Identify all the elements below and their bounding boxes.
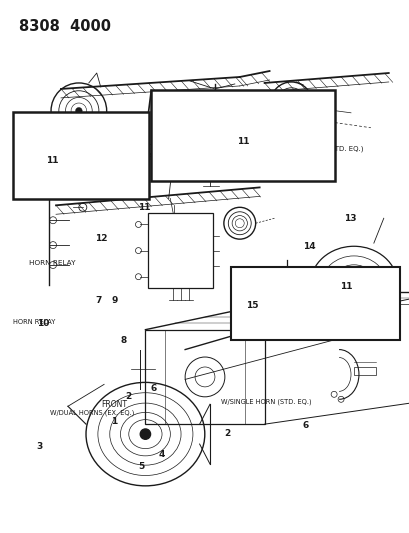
- Text: FRONT: FRONT: [148, 152, 174, 161]
- Text: W/DUAL HORNS (EX. EQ.): W/DUAL HORNS (EX. EQ.): [50, 409, 134, 416]
- Text: 4: 4: [158, 450, 164, 459]
- Text: FRONT: FRONT: [101, 400, 127, 409]
- Text: 11: 11: [236, 138, 249, 147]
- Text: 3: 3: [36, 442, 42, 451]
- Circle shape: [288, 100, 293, 106]
- Text: 9: 9: [111, 296, 117, 305]
- Text: 2: 2: [125, 392, 132, 401]
- Text: 6: 6: [302, 421, 308, 430]
- Bar: [13, 112, 148, 199]
- Circle shape: [212, 149, 216, 153]
- Text: 1: 1: [111, 417, 117, 426]
- Bar: [353, 367, 375, 375]
- Bar: [151, 91, 335, 181]
- Circle shape: [75, 108, 82, 114]
- Text: 11: 11: [339, 281, 352, 290]
- Text: 13: 13: [344, 214, 356, 223]
- Circle shape: [140, 429, 150, 439]
- Text: 14: 14: [302, 242, 315, 251]
- Text: 11: 11: [46, 156, 58, 165]
- Text: W/SINGLE HORN (STD. EQ.): W/SINGLE HORN (STD. EQ.): [221, 399, 311, 405]
- Text: 8: 8: [120, 336, 126, 345]
- Text: 8308  4000: 8308 4000: [19, 19, 111, 34]
- Bar: [148, 144, 168, 154]
- Circle shape: [347, 279, 359, 291]
- Bar: [231, 266, 400, 340]
- Text: 15: 15: [245, 301, 258, 310]
- Text: W/DUAL HORNS (EX. EQ.): W/DUAL HORNS (EX. EQ.): [120, 163, 209, 169]
- Text: W/SINGLE HORN (STD. EQ.): W/SINGLE HORN (STD. EQ.): [267, 146, 362, 152]
- Text: 11: 11: [137, 203, 150, 212]
- Text: 10: 10: [37, 319, 49, 328]
- Text: HORN RELAY: HORN RELAY: [13, 319, 55, 325]
- Text: 7: 7: [95, 296, 101, 305]
- Text: 5: 5: [137, 463, 144, 471]
- Text: 2: 2: [224, 429, 230, 438]
- Bar: [145, 330, 264, 424]
- Text: 12: 12: [95, 235, 107, 244]
- Text: HORN RELAY: HORN RELAY: [29, 260, 76, 266]
- Bar: [148, 213, 212, 288]
- Text: FRONT: FRONT: [151, 152, 177, 161]
- Text: 6: 6: [150, 384, 156, 393]
